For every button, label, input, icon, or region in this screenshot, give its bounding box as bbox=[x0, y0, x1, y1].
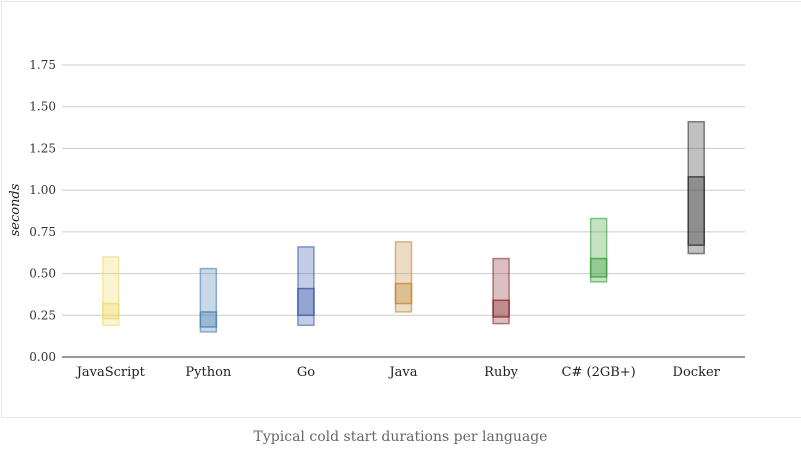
whisker-range bbox=[589, 217, 608, 283]
box-java bbox=[394, 241, 413, 313]
interquartile-box bbox=[687, 176, 705, 246]
y-tick-label: 1.75 bbox=[29, 58, 56, 72]
whisker-range bbox=[199, 267, 218, 333]
y-tick-label: 0.75 bbox=[29, 225, 56, 239]
whisker-range bbox=[492, 257, 510, 325]
box-docker bbox=[687, 120, 705, 255]
chart-frame bbox=[1, 1, 801, 418]
x-tick-label: Go bbox=[297, 365, 315, 380]
whisker-range bbox=[297, 246, 315, 327]
boxes bbox=[102, 120, 705, 333]
whisker-range bbox=[394, 241, 413, 313]
interquartile-box bbox=[297, 287, 315, 317]
y-tick-label: 0.25 bbox=[29, 308, 56, 322]
x-tick-label: Ruby bbox=[484, 365, 518, 380]
y-tick-label: 0.50 bbox=[29, 267, 56, 281]
y-tick-label: 1.50 bbox=[29, 100, 56, 114]
y-tick-label: 1.25 bbox=[29, 141, 56, 155]
box-python bbox=[199, 267, 218, 333]
y-axis-label: seconds bbox=[8, 183, 23, 236]
interquartile-box bbox=[492, 299, 510, 318]
x-tick-label: C# (2GB+) bbox=[562, 365, 636, 380]
box-ruby bbox=[492, 257, 510, 325]
chart-caption: Typical cold start durations per languag… bbox=[253, 429, 548, 445]
whisker-range bbox=[102, 256, 120, 327]
box-go bbox=[297, 246, 315, 327]
y-tick-labels: 0.00 0.25 0.50 0.75 1.00 1.25 1.50 1.75 bbox=[29, 58, 56, 364]
interquartile-box bbox=[394, 282, 413, 305]
gridlines bbox=[62, 64, 745, 316]
y-tick-label: 1.00 bbox=[29, 183, 56, 197]
x-tick-labels: JavaScript Python Go Java Ruby C# (2GB+) Docke… bbox=[75, 365, 721, 380]
interquartile-box bbox=[102, 302, 120, 320]
x-tick-label: Python bbox=[185, 365, 232, 380]
box-c-2gb- bbox=[589, 217, 608, 283]
x-tick-label: Docker bbox=[673, 365, 721, 380]
y-tick-label: 0.00 bbox=[29, 350, 56, 364]
x-tick-label: JavaScript bbox=[75, 365, 146, 380]
box-javascript bbox=[102, 256, 120, 327]
interquartile-box bbox=[199, 311, 218, 328]
x-tick-label: Java bbox=[387, 365, 417, 380]
interquartile-box bbox=[589, 257, 608, 278]
box-chart: 0.00 0.25 0.50 0.75 1.00 1.25 1.50 1.75 seconds… bbox=[8, 58, 745, 380]
